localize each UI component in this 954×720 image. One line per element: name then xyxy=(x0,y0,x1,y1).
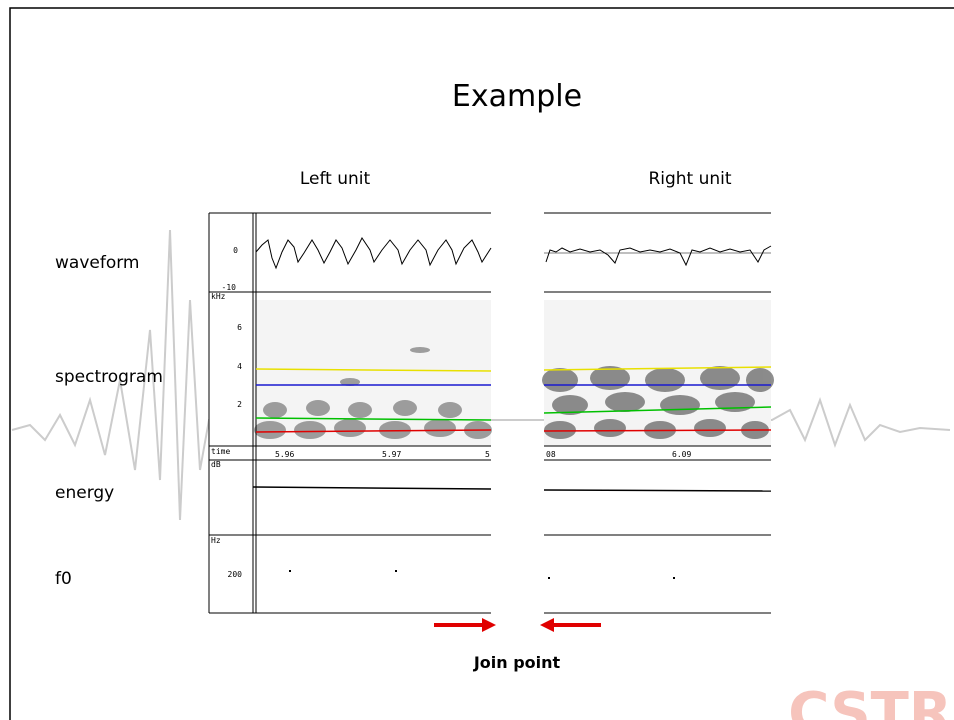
tick-label: 5.96 xyxy=(275,450,294,459)
tick-label: 5.97 xyxy=(382,450,401,459)
tick-label: 6 xyxy=(237,323,242,332)
unit-label: kHz xyxy=(211,292,226,301)
tick-label: 08 xyxy=(546,450,556,459)
left-panel: 0 -10 kHz 6 4 2 time 5.96 5.97 5 dB Hz 2… xyxy=(209,213,492,613)
tick-label: 200 xyxy=(228,570,243,579)
unit-label: Hz xyxy=(211,536,221,545)
row-label: waveform xyxy=(55,253,139,273)
tick-label: 2 xyxy=(237,400,242,409)
logo: CSTR xyxy=(788,681,952,720)
caption: Join point xyxy=(473,653,561,672)
tick-label: -10 xyxy=(222,283,237,292)
tick-label: 0 xyxy=(233,246,238,255)
row-label: spectrogram xyxy=(55,367,163,387)
row-label: f0 xyxy=(55,569,72,589)
tick-label: 6.09 xyxy=(672,450,691,459)
time-label: time xyxy=(211,447,230,456)
tick-label: 4 xyxy=(237,362,242,371)
unit-label: dB xyxy=(211,460,221,469)
slide-title: Example xyxy=(452,79,582,114)
slide: Example Left unit Right unit waveform sp… xyxy=(0,0,954,720)
column-label: Right unit xyxy=(648,169,731,189)
tick-label: 5 xyxy=(485,450,490,459)
right-panel: 08 6.09 xyxy=(542,213,774,613)
row-label: energy xyxy=(55,483,114,503)
column-label: Left unit xyxy=(300,169,371,189)
